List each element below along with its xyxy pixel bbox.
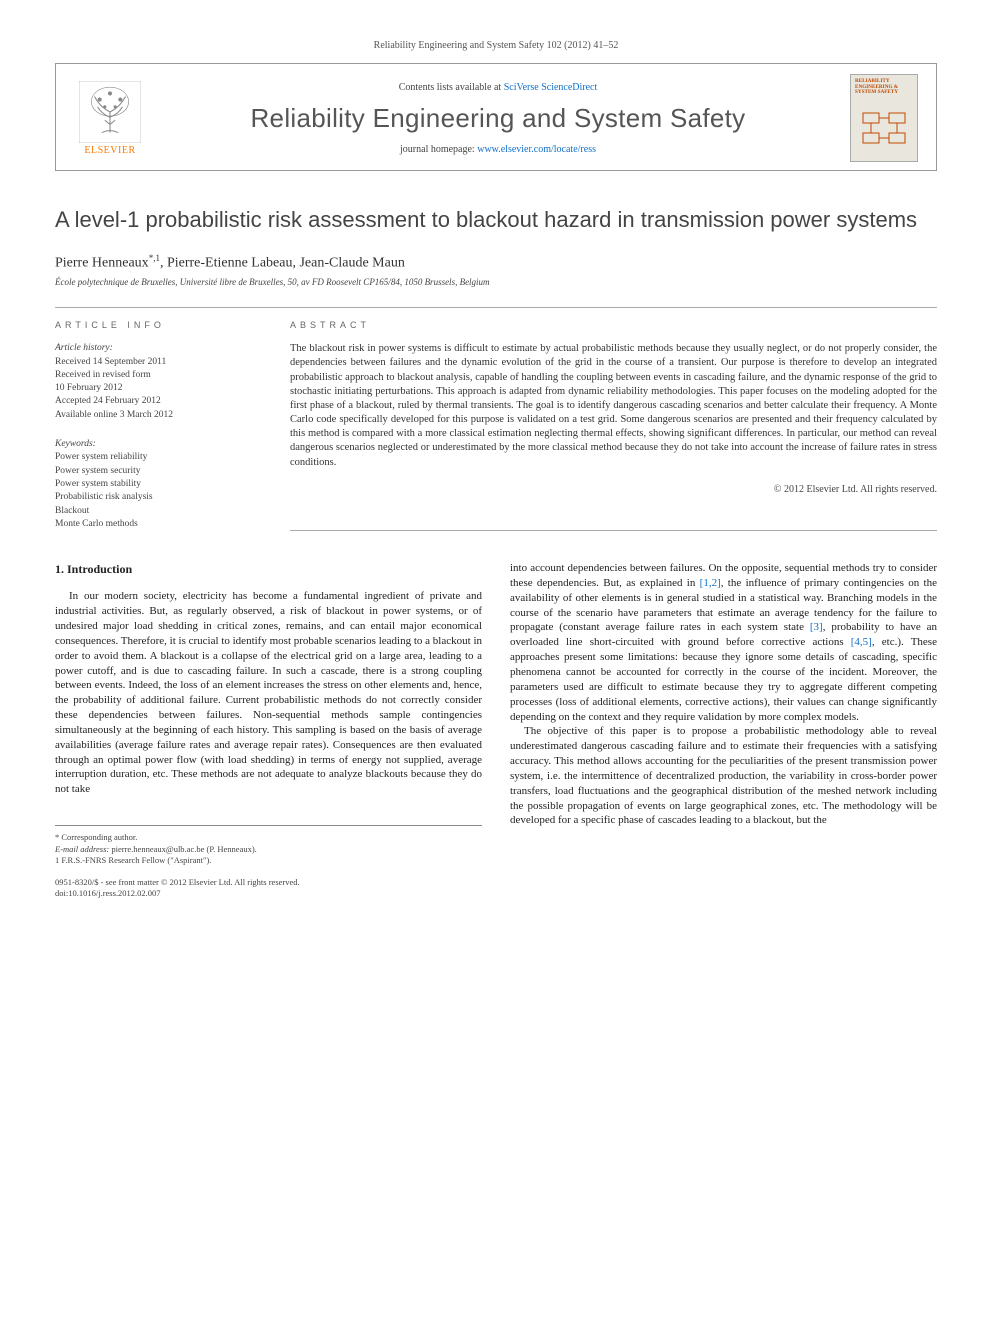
header-center: Contents lists available at SciVerse Sci… bbox=[161, 82, 835, 155]
abstract-column: ABSTRACT The blackout risk in power syst… bbox=[290, 307, 937, 531]
citation-link[interactable]: [3] bbox=[810, 621, 823, 633]
history-line: Received 14 September 2011 bbox=[55, 356, 260, 369]
article-title: A level-1 probabilistic risk assessment … bbox=[55, 206, 937, 235]
elsevier-wordmark: ELSEVIER bbox=[84, 145, 135, 156]
elsevier-tree-icon bbox=[79, 81, 141, 143]
email-suffix: (P. Henneaux). bbox=[204, 844, 256, 854]
homepage-line: journal homepage: www.elsevier.com/locat… bbox=[161, 144, 835, 155]
homepage-link[interactable]: www.elsevier.com/locate/ress bbox=[477, 144, 596, 155]
authors-line: Pierre Henneaux*,1, Pierre-Etienne Labea… bbox=[55, 253, 937, 272]
article-info-column: ARTICLE INFO Article history: Received 1… bbox=[55, 307, 260, 531]
info-abstract-row: ARTICLE INFO Article history: Received 1… bbox=[55, 307, 937, 531]
sciencedirect-link[interactable]: SciVerse ScienceDirect bbox=[504, 82, 598, 93]
cover-thumb-title: RELIABILITY ENGINEERING & SYSTEM SAFETY bbox=[855, 79, 913, 96]
author-3: Jean-Claude Maun bbox=[299, 255, 404, 270]
article-history-block: Article history: Received 14 September 2… bbox=[55, 342, 260, 422]
contents-prefix: Contents lists available at bbox=[399, 82, 504, 93]
sep1: , bbox=[160, 255, 167, 270]
body-paragraph: The objective of this paper is to propos… bbox=[510, 724, 937, 828]
keyword: Power system reliability bbox=[55, 451, 260, 464]
page-root: Reliability Engineering and System Safet… bbox=[0, 0, 992, 929]
body-paragraph: In our modern society, electricity has b… bbox=[55, 589, 482, 797]
article-info-heading: ARTICLE INFO bbox=[55, 320, 260, 330]
body-columns: 1. Introduction In our modern society, e… bbox=[55, 561, 937, 899]
email-label: E-mail address: bbox=[55, 844, 111, 854]
section-1-heading: 1. Introduction bbox=[55, 561, 482, 577]
body-paragraph: into account dependencies between failur… bbox=[510, 561, 937, 724]
text-run: , etc.). These approaches present some l… bbox=[510, 636, 937, 722]
affiliation: École polytechnique de Bruxelles, Univer… bbox=[55, 277, 937, 287]
corresponding-author-note: * Corresponding author. bbox=[55, 832, 482, 843]
keyword: Power system stability bbox=[55, 478, 260, 491]
front-matter-line: 0951-8320/$ - see front matter © 2012 El… bbox=[55, 877, 482, 888]
history-line: Available online 3 March 2012 bbox=[55, 409, 260, 422]
contents-line: Contents lists available at SciVerse Sci… bbox=[161, 82, 835, 93]
homepage-prefix: journal homepage: bbox=[400, 144, 477, 155]
cover-diagram-icon bbox=[859, 109, 909, 149]
email-address[interactable]: pierre.henneaux@ulb.ac.be bbox=[111, 844, 204, 854]
elsevier-logo: ELSEVIER bbox=[74, 81, 146, 156]
citation-link[interactable]: [1,2] bbox=[700, 577, 721, 589]
history-label: Article history: bbox=[55, 342, 260, 355]
citation-link[interactable]: [4,5] bbox=[851, 636, 872, 648]
email-line: E-mail address: pierre.henneaux@ulb.ac.b… bbox=[55, 844, 482, 855]
doi-line: doi:10.1016/j.ress.2012.02.007 bbox=[55, 888, 482, 899]
history-line: Received in revised form bbox=[55, 369, 260, 382]
body-column-left: 1. Introduction In our modern society, e… bbox=[55, 561, 482, 899]
abstract-copyright: © 2012 Elsevier Ltd. All rights reserved… bbox=[290, 484, 937, 495]
journal-header-box: ELSEVIER Contents lists available at Sci… bbox=[55, 63, 937, 171]
cover-thumb-diagram bbox=[859, 100, 909, 157]
author-1: Pierre Henneaux bbox=[55, 255, 149, 270]
author-2: Pierre-Etienne Labeau bbox=[167, 255, 293, 270]
keyword: Monte Carlo methods bbox=[55, 518, 260, 531]
bottom-meta: 0951-8320/$ - see front matter © 2012 El… bbox=[55, 877, 482, 899]
keywords-label: Keywords: bbox=[55, 438, 260, 451]
abstract-text: The blackout risk in power systems is di… bbox=[290, 342, 937, 470]
journal-title: Reliability Engineering and System Safet… bbox=[161, 103, 835, 134]
body-column-right: into account dependencies between failur… bbox=[510, 561, 937, 899]
keyword: Blackout bbox=[55, 505, 260, 518]
footnotes-block: * Corresponding author. E-mail address: … bbox=[55, 825, 482, 866]
abstract-heading: ABSTRACT bbox=[290, 320, 937, 330]
author-1-sup: *,1 bbox=[149, 253, 160, 263]
keyword: Probabilistic risk analysis bbox=[55, 491, 260, 504]
keywords-block: Keywords: Power system reliability Power… bbox=[55, 438, 260, 531]
history-line: 10 February 2012 bbox=[55, 382, 260, 395]
footnote-1: 1 F.R.S.-FNRS Research Fellow ("Aspirant… bbox=[55, 855, 482, 866]
journal-cover-thumb: RELIABILITY ENGINEERING & SYSTEM SAFETY bbox=[850, 74, 918, 162]
history-line: Accepted 24 February 2012 bbox=[55, 395, 260, 408]
keyword: Power system security bbox=[55, 465, 260, 478]
journal-reference: Reliability Engineering and System Safet… bbox=[55, 40, 937, 51]
